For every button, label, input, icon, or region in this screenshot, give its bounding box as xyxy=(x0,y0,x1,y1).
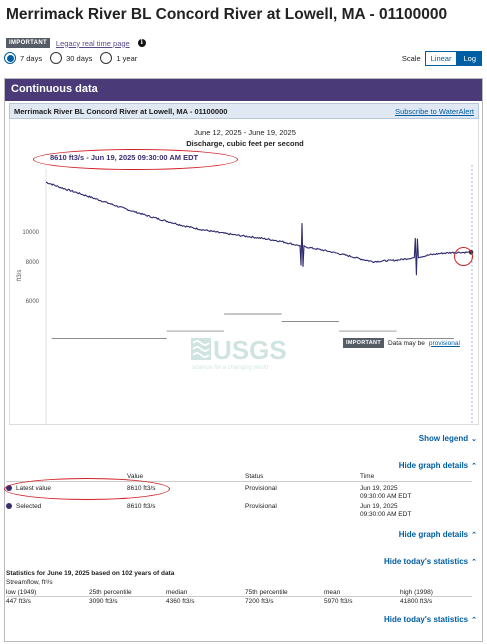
hide-graph-details-label[interactable]: Hide graph details xyxy=(398,461,469,470)
y-tick-label-0: 10000 xyxy=(22,230,39,236)
page-title: Merrimack River BL Concord River at Lowe… xyxy=(6,6,448,23)
stat-p75: 7200 ft3/s xyxy=(245,598,274,605)
hide-today-stats-toggle-2[interactable]: Hide today's statistics ⌃ xyxy=(384,615,477,624)
y-axis-label: ft3/s xyxy=(17,270,23,281)
selected-row: Selected 8610 ft3/s Provisional Jun 19, … xyxy=(6,500,472,520)
stats-table: low (1949) 25th percentile median 75th p… xyxy=(6,588,472,606)
latest-point-annotation-circle xyxy=(454,247,473,266)
stats-header-row: low (1949) 25th percentile median 75th p… xyxy=(6,588,472,597)
radio-label-7-days[interactable]: 7 days xyxy=(20,53,43,63)
info-icon[interactable]: i xyxy=(137,39,146,47)
legacy-link[interactable]: Legacy real time page xyxy=(55,38,130,48)
radio-7-days[interactable] xyxy=(4,52,16,64)
chart-grid: 10000 8000 6000 xyxy=(22,169,475,455)
important-badge: IMPORTANT xyxy=(6,38,50,48)
selected-value: 8610 ft3/s xyxy=(127,503,156,510)
panel-title: Continuous data xyxy=(5,79,482,101)
chevron-up-icon: ⌃ xyxy=(471,559,477,566)
stats-title: Statistics for June 19, 2025 based on 10… xyxy=(6,570,175,577)
provisional-notice: IMPORTANT Data may be provisional xyxy=(343,338,460,348)
radio-1-year[interactable] xyxy=(100,52,113,64)
stat-header-high: high (1998) xyxy=(400,589,433,596)
scale-label: Scale xyxy=(401,54,421,63)
chevron-up-icon: ⌃ xyxy=(471,463,477,470)
selected-dot-icon xyxy=(6,503,12,510)
stat-header-p75: 75th percentile xyxy=(245,589,288,596)
selected-label: Selected xyxy=(16,503,42,510)
stat-header-p25: 25th percentile xyxy=(89,589,132,596)
hide-today-stats-toggle[interactable]: Hide today's statistics ⌃ xyxy=(384,557,477,566)
latest-time: 09:30:00 AM EDT xyxy=(360,493,412,500)
linear-button[interactable]: Linear xyxy=(424,51,458,66)
stat-low: 447 ft3/s xyxy=(6,598,31,605)
stat-median: 4360 ft3/s xyxy=(166,598,195,605)
header-value: Value xyxy=(127,473,144,480)
provisional-text: Data may be xyxy=(387,339,425,347)
chevron-up-icon: ⌃ xyxy=(471,617,477,624)
stat-header-median: median xyxy=(166,589,188,596)
selected-date: Jun 19, 2025 xyxy=(360,503,398,510)
stats-subtitle: Streamflow, ft³/s xyxy=(6,579,53,586)
header-status: Status xyxy=(245,473,264,480)
selected-row-wrap: Selected 8610 ft3/s Provisional Jun 19, … xyxy=(6,500,472,520)
hide-today-stats-label-2[interactable]: Hide today's statistics xyxy=(383,615,469,624)
hide-graph-details-toggle[interactable]: Hide graph details ⌃ xyxy=(399,461,477,470)
hide-graph-details-label-2[interactable]: Hide graph details xyxy=(398,530,469,539)
plot-frame xyxy=(45,169,475,455)
site-name: Merrimack River BL Concord River at Lowe… xyxy=(14,107,228,116)
stats-value-row: 447 ft3/s 3090 ft3/s 4360 ft3/s 7200 ft3… xyxy=(6,597,472,606)
selected-time: 09:30:00 AM EDT xyxy=(360,511,412,518)
statistic-steps xyxy=(51,313,454,340)
site-bar: Merrimack River BL Concord River at Lowe… xyxy=(9,103,479,119)
radio-label-1-year[interactable]: 1 year xyxy=(116,53,138,63)
selected-status: Provisional xyxy=(245,503,277,510)
stat-mean: 5970 ft3/s xyxy=(324,598,353,605)
svg-text:science for a changing world: science for a changing world xyxy=(192,365,269,371)
chevron-up-icon: ⌃ xyxy=(471,532,477,539)
header-time: Time xyxy=(360,473,375,480)
stat-header-low: low (1949) xyxy=(6,589,37,596)
provisional-link[interactable]: provisional xyxy=(428,339,460,347)
notice-row: IMPORTANT Legacy real time page i xyxy=(6,38,146,48)
latest-status: Provisional xyxy=(245,485,277,492)
important-badge-2: IMPORTANT xyxy=(343,338,384,348)
chevron-down-icon: ⌄ xyxy=(471,436,477,443)
details-header-row: Value Status Time xyxy=(6,473,472,482)
subscribe-link[interactable]: Subscribe to WaterAlert xyxy=(395,107,474,116)
usgs-watermark: USGS science for a changing world xyxy=(191,335,287,371)
svg-text:USGS: USGS xyxy=(213,335,287,365)
hide-today-stats-label[interactable]: Hide today's statistics xyxy=(383,557,469,566)
tooltip-annotation-ellipse xyxy=(33,149,238,170)
chart-title: June 12, 2025 - June 19, 2025 xyxy=(194,128,296,137)
radio-label-30-days[interactable]: 30 days xyxy=(66,53,93,63)
discharge-series-line xyxy=(45,181,472,276)
log-button[interactable]: Log xyxy=(457,51,482,66)
period-selector: 7 days 30 days 1 year xyxy=(4,52,141,64)
stat-p25: 3090 ft3/s xyxy=(89,598,118,605)
hide-graph-details-toggle-2[interactable]: Hide graph details ⌃ xyxy=(399,530,477,539)
chart-subtitle: Discharge, cubic feet per second xyxy=(186,139,304,148)
y-tick-label-1: 8000 xyxy=(26,260,40,266)
show-legend-label[interactable]: Show legend xyxy=(418,434,469,443)
stat-high: 41800 ft3/s xyxy=(400,598,433,605)
y-tick-label-2: 6000 xyxy=(26,299,40,305)
show-legend-toggle[interactable]: Show legend ⌄ xyxy=(419,434,477,443)
radio-30-days[interactable] xyxy=(50,52,63,64)
latest-value-annotation-ellipse xyxy=(4,478,170,500)
scale-toggle: Scale Linear Log xyxy=(402,51,482,66)
latest-date: Jun 19, 2025 xyxy=(360,485,398,492)
stat-header-mean: mean xyxy=(324,589,341,596)
